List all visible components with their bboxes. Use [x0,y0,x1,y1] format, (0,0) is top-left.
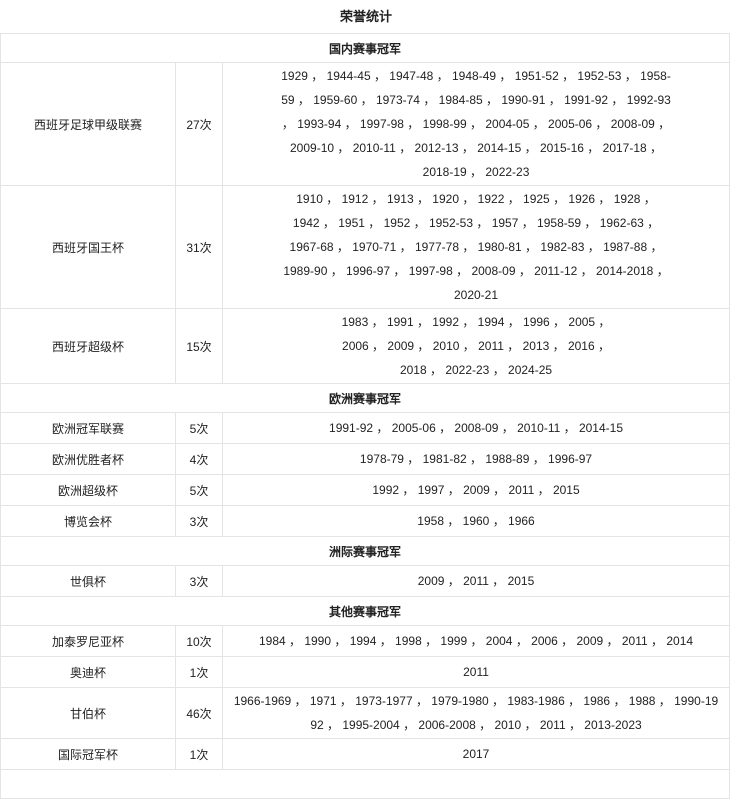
title-count: 46次 [175,687,223,739]
competition-name: 西班牙足球甲级联赛 [0,62,176,186]
section-heading: 国内赛事冠军 [0,33,731,63]
title-count: 3次 [175,505,223,537]
winning-years: 1983 ， 1991 ， 1992 ， 1994 ， 1996 ， 2005 … [221,308,731,384]
title-count: 1次 [175,656,223,688]
table-row: 西班牙国王杯 31次 1910 ， 1912 ， 1913 ， 1920 ， 192… [0,185,731,309]
table-row: 博览会杯 3次 1958 ， 1960 ， 1966 [0,505,731,537]
section-heading: 洲际赛事冠军 [0,536,731,566]
title-count: 3次 [175,565,223,597]
table-row: 欧洲超级杯 5次 1992 ， 1997 ， 2009 ， 2011 ， 2015 [0,474,731,506]
competition-name: 欧洲优胜者杯 [0,443,176,475]
competition-name: 西班牙国王杯 [0,185,176,309]
table-row: 加泰罗尼亚杯 10次 1984 ， 1990 ， 1994 ， 1998 ， 199… [0,625,731,657]
winning-years: 2017 [221,738,731,770]
title-count: 31次 [175,185,223,309]
table-row: 世俱杯 3次 2009 ， 2011 ， 2015 [0,565,731,597]
title-count: 10次 [175,625,223,657]
competition-name: 加泰罗尼亚杯 [0,625,176,657]
title-count: 5次 [175,412,223,444]
table-row: 国际冠军杯 1次 2017 [0,738,731,770]
winning-years: 1991-92 ， 2005-06 ， 2008-09 ， 2010-11 ， … [221,412,731,444]
competition-name: 国际冠军杯 [0,738,176,770]
winning-years: 1992 ， 1997 ， 2009 ， 2011 ， 2015 [221,474,731,506]
winning-years: 1984 ， 1990 ， 1994 ， 1998 ， 1999 ， 2004 … [221,625,731,657]
winning-years: 1958 ， 1960 ， 1966 [221,505,731,537]
table-row: 欧洲冠军联赛 5次 1991-92 ， 2005-06 ， 2008-09 ， 20… [0,412,731,444]
table-row: 甘伯杯 46次 1966-1969 ， 1971 ， 1973-1977 ， 197… [0,687,731,739]
competition-name: 奥迪杯 [0,656,176,688]
section-heading: 其他赛事冠军 [0,596,731,626]
title-count: 1次 [175,738,223,770]
table-row: 欧洲优胜者杯 4次 1978-79 ， 1981-82 ， 1988-89 ， 19… [0,443,731,475]
winning-years: 1978-79 ， 1981-82 ， 1988-89 ， 1996-97 [221,443,731,475]
empty-row [0,769,731,799]
title-count: 27次 [175,62,223,186]
competition-name: 西班牙超级杯 [0,308,176,384]
winning-years: 2009 ， 2011 ， 2015 [221,565,731,597]
honors-table: 国内赛事冠军 西班牙足球甲级联赛 27次 1929 ， 1944-45 ， 1947-… [0,33,731,799]
winning-years: 1910 ， 1912 ， 1913 ， 1920 ， 1922 ， 1925 … [221,185,731,309]
page-title: 荣誉统计 [339,9,392,24]
title-count: 4次 [175,443,223,475]
winning-years: 1966-1969 ， 1971 ， 1973-1977 ， 1979-1980… [221,687,731,739]
title-count: 15次 [175,308,223,384]
table-row: 西班牙足球甲级联赛 27次 1929 ， 1944-45 ， 1947-48 ， 1… [0,62,731,186]
table-row: 奥迪杯 1次 2011 [0,656,731,688]
competition-name: 欧洲超级杯 [0,474,176,506]
competition-name: 甘伯杯 [0,687,176,739]
competition-name: 博览会杯 [0,505,176,537]
winning-years: 2011 [221,656,731,688]
table-row: 西班牙超级杯 15次 1983 ， 1991 ， 1992 ， 1994 ， 199… [0,308,731,384]
competition-name: 世俱杯 [0,565,176,597]
section-heading: 欧洲赛事冠军 [0,383,731,413]
winning-years: 1929 ， 1944-45 ， 1947-48 ， 1948-49 ， 195… [221,62,731,186]
competition-name: 欧洲冠军联赛 [0,412,176,444]
title-count: 5次 [175,474,223,506]
